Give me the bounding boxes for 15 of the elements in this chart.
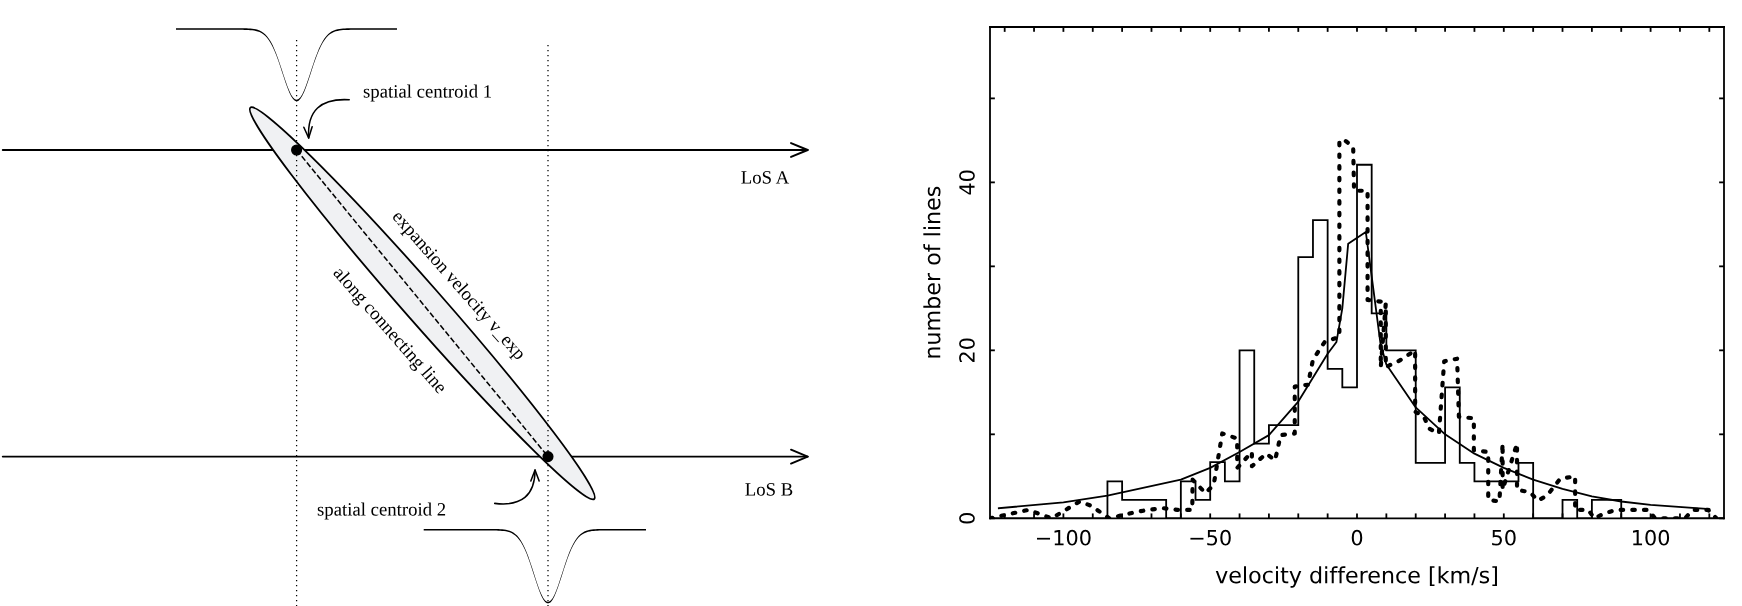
text: spatial centroid 1 xyxy=(363,84,491,102)
y-tick-label: 20 xyxy=(959,338,975,363)
line-series xyxy=(997,231,1711,510)
x-tick-label: 0 xyxy=(1351,529,1363,546)
y-tick-label: 40 xyxy=(959,170,975,195)
x-tick-label: 50 xyxy=(1492,529,1516,546)
text: LoS A xyxy=(741,171,790,184)
text: LoS B xyxy=(745,483,793,496)
y-tick-label: 0 xyxy=(959,513,975,524)
x-tick-label: 100 xyxy=(1633,529,1670,546)
y-axis-title: number of lines xyxy=(923,186,941,358)
x-tick-label: −100 xyxy=(1037,529,1091,546)
x-tick-label: −50 xyxy=(1190,529,1231,546)
x-axis-title: velocity difference [km/s] xyxy=(1215,566,1497,588)
text: spatial centroid 2 xyxy=(317,502,446,520)
